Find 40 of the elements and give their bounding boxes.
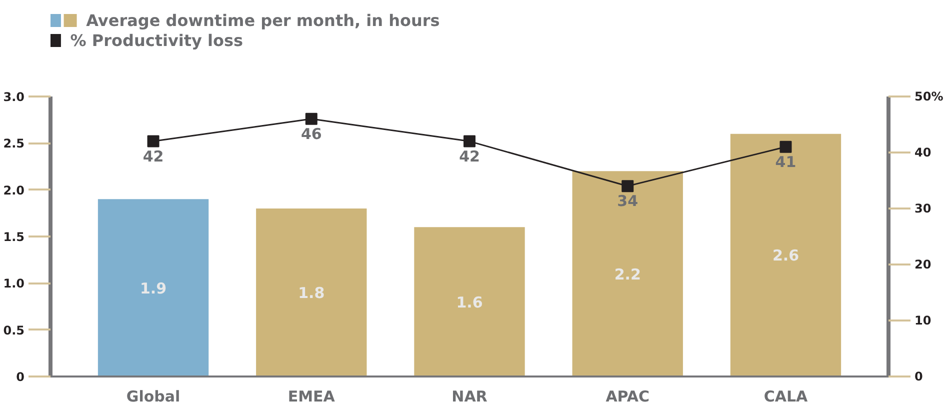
y2-tick-label: 10 — [914, 314, 932, 328]
data-label: 2.2 — [614, 265, 641, 284]
bar — [414, 227, 525, 376]
legend-label: % Productivity loss — [70, 31, 244, 50]
y-tick-label: 2.0 — [3, 183, 25, 198]
x-tick-label: APAC — [606, 388, 650, 406]
point — [780, 140, 792, 153]
y2-tick-label: 40 — [914, 146, 932, 160]
point — [622, 180, 634, 192]
y2-tick-label: 0 — [914, 370, 923, 384]
data-label: 42 — [459, 147, 480, 166]
point — [305, 112, 318, 125]
y-tick-label: 1.5 — [3, 230, 25, 244]
y-tick-label: 0.5 — [3, 323, 25, 338]
y2-tick-label: 30 — [914, 202, 932, 216]
point — [147, 135, 160, 148]
data-label: 1.9 — [140, 279, 167, 298]
y2-tick-label: 20 — [914, 258, 932, 272]
y2-tick-label: 50% — [914, 90, 944, 104]
bar — [572, 171, 683, 376]
data-label: 46 — [300, 124, 322, 143]
data-label: 42 — [142, 147, 164, 166]
bar — [730, 134, 842, 376]
legend-label: Average downtime per month, in hours — [86, 11, 440, 30]
point — [464, 135, 476, 148]
data-label: 34 — [617, 192, 638, 210]
y-tick-label: 1.0 — [3, 276, 25, 291]
y-tick-label: 0 — [16, 370, 25, 384]
data-label: 1.8 — [298, 284, 325, 302]
data-label: 2.6 — [772, 246, 800, 265]
x-tick-label: Global — [126, 388, 180, 406]
bar — [256, 208, 367, 376]
bar — [98, 199, 209, 376]
x-tick-label: CALA — [764, 388, 808, 406]
x-tick-label: NAR — [452, 388, 488, 406]
y-tick-label: 2.5 — [3, 136, 25, 151]
data-label: 1.6 — [456, 293, 483, 312]
x-tick-label: EMEA — [288, 388, 336, 406]
y-tick-label: 3.0 — [3, 90, 25, 104]
data-label: 41 — [775, 152, 796, 171]
